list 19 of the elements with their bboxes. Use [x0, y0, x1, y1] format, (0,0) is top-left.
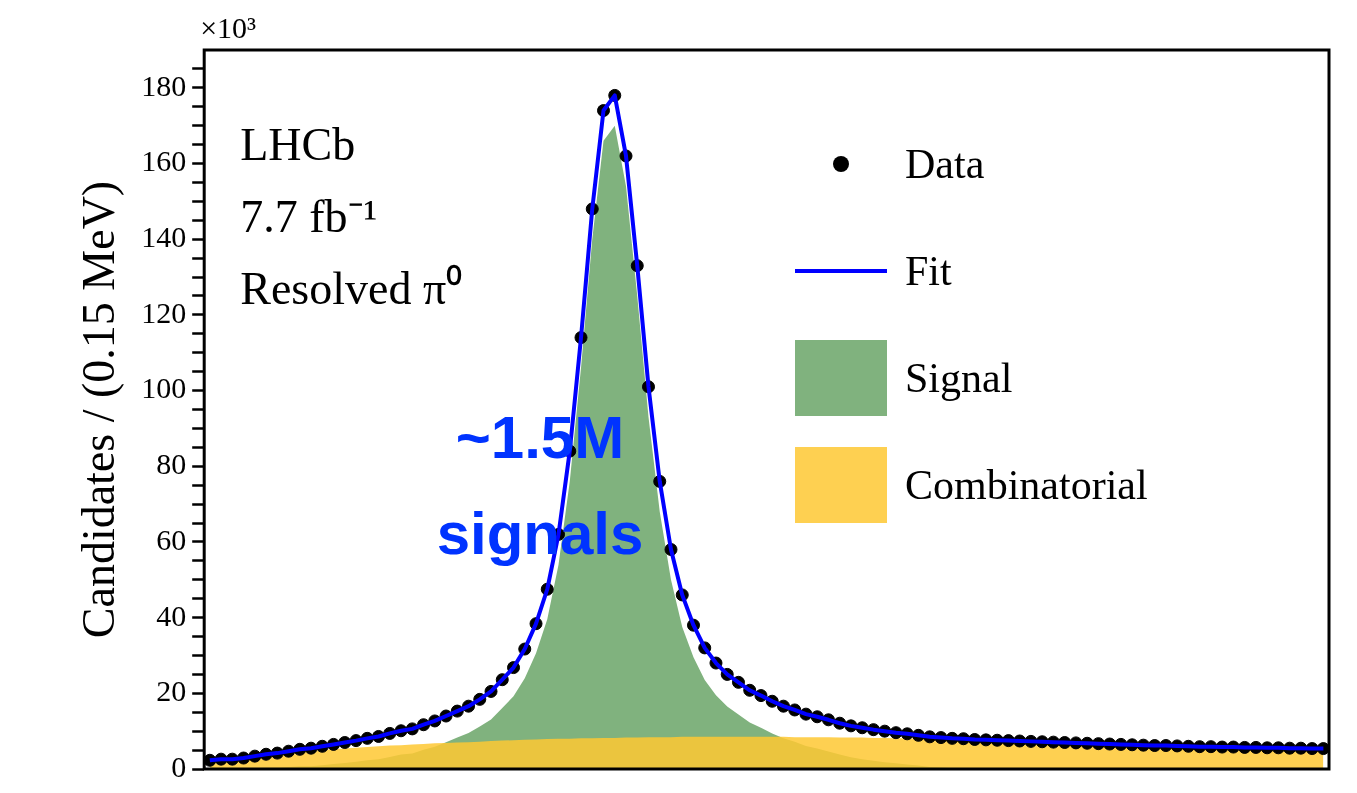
y-tick-label: 20 [156, 674, 187, 708]
y-tick-label: 80 [156, 447, 187, 481]
y-tick-label: 180 [141, 68, 187, 102]
y-tick-label: 120 [141, 295, 187, 329]
y-tick-label: 100 [141, 371, 187, 405]
y-axis-title: Candidates / (0.15 MeV) [72, 180, 124, 639]
y-tick-label: 140 [141, 220, 187, 254]
legend-label: Signal [905, 353, 1013, 402]
legend-label: Fit [905, 246, 952, 295]
legend-label: Data [905, 139, 985, 188]
annotation: LHCb [240, 119, 356, 170]
y-tick-label: 0 [171, 749, 187, 783]
annotation: Resolved π⁰ [240, 263, 463, 314]
y-tick-label: 160 [141, 144, 187, 178]
legend-label: Combinatorial [905, 460, 1148, 509]
y-tick-label: 60 [156, 522, 187, 556]
y-tick-label: 40 [156, 598, 187, 632]
text: ×10³ [200, 11, 257, 44]
annotation: 7.7 fb⁻¹ [240, 191, 378, 242]
